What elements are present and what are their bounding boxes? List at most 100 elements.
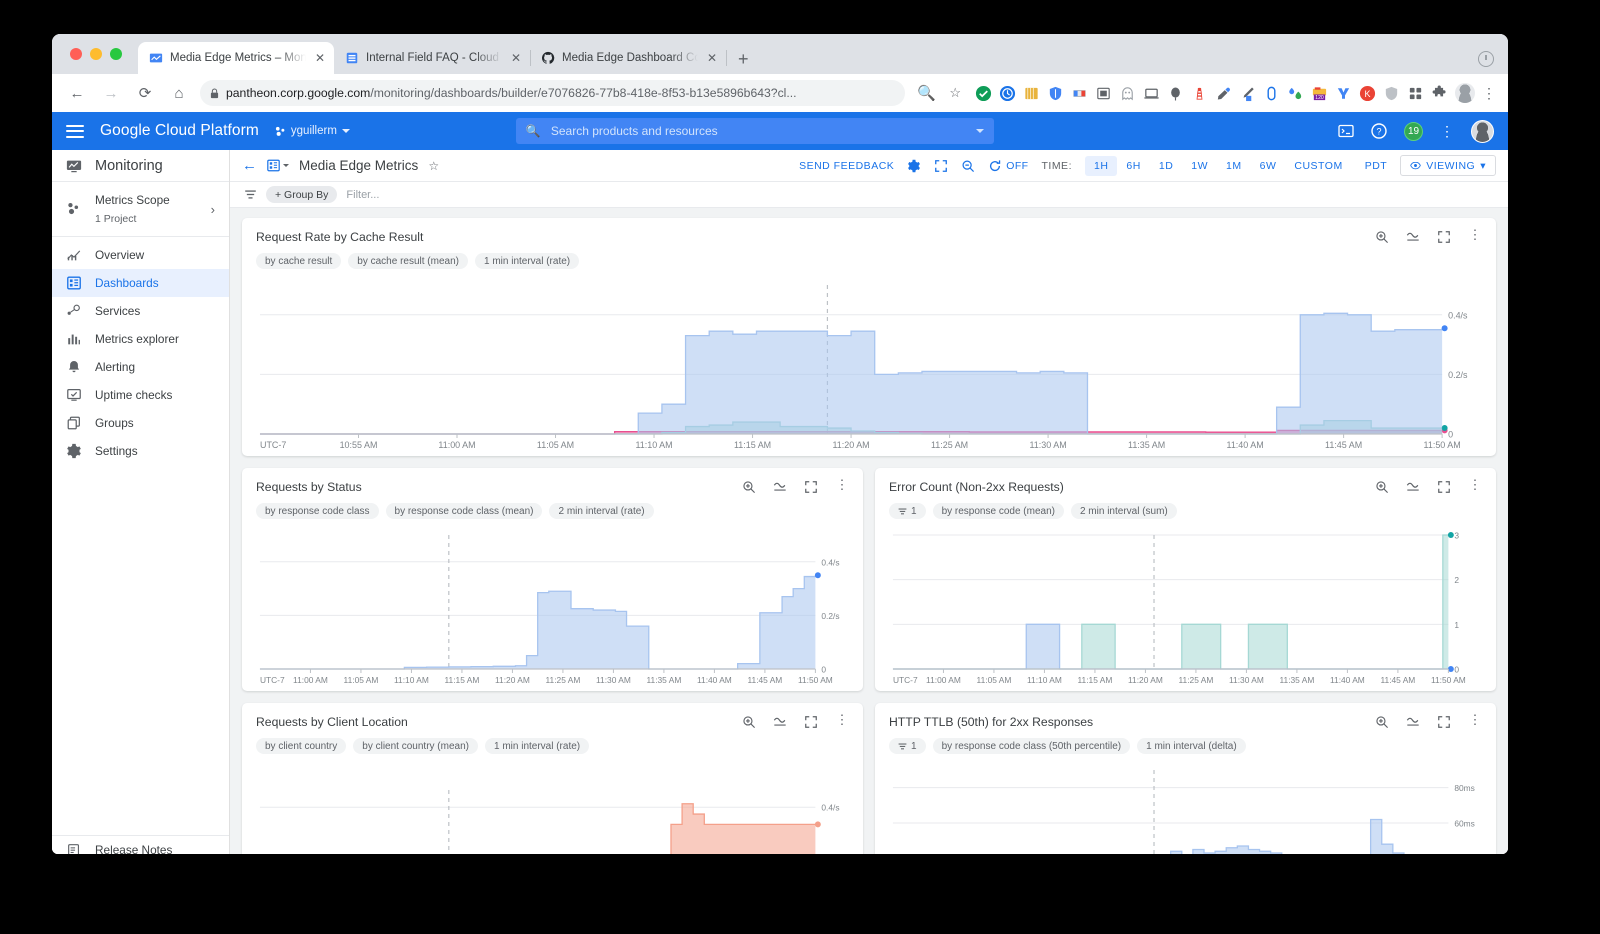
timezone-selector[interactable]: PDT	[1364, 159, 1388, 172]
chevron-right-icon[interactable]: ›	[210, 201, 215, 217]
search-input[interactable]	[550, 124, 966, 138]
close-window-button[interactable]	[70, 48, 82, 60]
favorite-star-icon[interactable]: ☆	[428, 158, 440, 173]
gcp-brand-label[interactable]: Google Cloud Platform	[100, 122, 259, 139]
zoom-in-icon[interactable]	[1375, 230, 1389, 244]
browser-tab-3[interactable]: Media Edge Dashboard Config ✕	[530, 42, 727, 74]
grid-apps-icon[interactable]	[1407, 85, 1424, 102]
maximize-window-button[interactable]	[110, 48, 122, 60]
browser-tab-2-close-icon[interactable]: ✕	[510, 51, 521, 65]
chart-chip[interactable]: 1 min interval (rate)	[484, 738, 590, 754]
chart-plot-http-ttlb[interactable]: 80ms60ms40ms	[889, 760, 1482, 854]
ghost-icon[interactable]	[1119, 85, 1136, 102]
chart-chip[interactable]: 1 min interval (delta)	[1137, 738, 1246, 754]
waveform-icon[interactable]	[1406, 230, 1420, 244]
eyedropper-icon[interactable]	[1215, 85, 1232, 102]
back-arrow-icon[interactable]: ←	[242, 157, 257, 174]
user-avatar[interactable]	[1471, 119, 1494, 143]
forward-button[interactable]: →	[103, 84, 119, 102]
paint-drops-icon[interactable]	[1287, 85, 1304, 102]
chart-plot-client-location[interactable]: 0.4/s	[256, 760, 849, 854]
cloud-shell-icon[interactable]	[1338, 123, 1354, 139]
zoom-out-icon[interactable]	[961, 159, 975, 173]
y-logo-icon[interactable]	[1335, 85, 1352, 102]
expand-icon[interactable]	[804, 480, 818, 494]
auto-refresh-toggle[interactable]: OFF	[988, 159, 1028, 173]
viewing-mode-button[interactable]: VIEWING ▾	[1400, 155, 1496, 176]
gcp-more-menu-icon[interactable]: ⋮	[1440, 123, 1454, 139]
group-by-button[interactable]: + Group By	[266, 186, 338, 203]
time-range-6w[interactable]: 6W	[1259, 159, 1277, 172]
chart-chip-filter[interactable]: 1	[889, 738, 926, 754]
puzzle-icon[interactable]	[1431, 84, 1448, 102]
hamburger-icon[interactable]	[66, 124, 84, 138]
lighthouse-icon[interactable]	[1191, 85, 1208, 102]
sidebar-item-release-notes[interactable]: Release Notes	[52, 836, 229, 854]
grey-shield-icon[interactable]	[1383, 85, 1400, 102]
filter-list-icon[interactable]	[244, 188, 257, 201]
chart-plot-error-count[interactable]: 3 2 1 0 UTC-7 11:00 AM 11:05 AM 11:10 AM 11:15 A…	[889, 525, 1482, 685]
browser-tab-1[interactable]: Media Edge Metrics – Monitoring ✕	[138, 42, 334, 74]
chart-chip[interactable]: by response code (mean)	[932, 503, 1064, 519]
waveform-icon[interactable]	[773, 715, 787, 729]
minimize-window-button[interactable]	[90, 48, 102, 60]
zoom-in-icon[interactable]	[1375, 715, 1389, 729]
sidebar-item-groups[interactable]: Groups	[52, 409, 229, 437]
expand-icon[interactable]	[804, 715, 818, 729]
clock-shield-icon[interactable]	[999, 85, 1016, 102]
time-range-1h[interactable]: 1H	[1084, 155, 1118, 176]
help-icon[interactable]: ?	[1371, 123, 1387, 139]
waveform-icon[interactable]	[1406, 480, 1420, 494]
home-button[interactable]: ⌂	[174, 84, 184, 102]
expand-icon[interactable]	[1437, 480, 1451, 494]
bookmark-star-icon[interactable]: ☆	[949, 85, 961, 100]
card-more-icon[interactable]: ⋮	[1468, 712, 1482, 727]
time-range-6h[interactable]: 6H	[1126, 159, 1141, 172]
gear-icon[interactable]	[907, 159, 921, 173]
pen-square-icon[interactable]	[1239, 85, 1256, 102]
zoom-in-icon[interactable]	[1375, 480, 1389, 494]
card-more-icon[interactable]: ⋮	[1468, 477, 1482, 492]
card-more-icon[interactable]: ⋮	[1468, 227, 1482, 242]
k-circle-icon[interactable]: K	[1359, 85, 1376, 102]
window-traffic-lights[interactable]	[70, 48, 122, 60]
shield-icon[interactable]	[1047, 85, 1064, 102]
expand-icon[interactable]	[1437, 230, 1451, 244]
reload-button[interactable]: ⟳	[138, 85, 152, 102]
browser-tab-2[interactable]: Internal Field FAQ - Cloud Med ✕	[334, 42, 531, 74]
flag-icon[interactable]	[1071, 85, 1088, 102]
metrics-scope-selector[interactable]: Metrics Scope 1 Project ›	[52, 182, 229, 237]
tab-search-icon[interactable]	[1478, 51, 1494, 67]
chart-chip[interactable]: 2 min interval (sum)	[1070, 503, 1177, 519]
expand-icon[interactable]	[1437, 715, 1451, 729]
chart-chip[interactable]: by cache result (mean)	[348, 253, 468, 269]
chart-chip[interactable]: by client country	[256, 738, 347, 754]
new-tab-button[interactable]: +	[738, 49, 749, 69]
sidebar-item-metrics-explorer[interactable]: Metrics explorer	[52, 325, 229, 353]
browser-menu-icon[interactable]: ⋮	[1482, 85, 1496, 101]
chart-chip[interactable]: by client country (mean)	[353, 738, 478, 754]
archive-box-icon[interactable]	[1095, 85, 1112, 102]
badge-120-icon[interactable]: 120	[1311, 85, 1328, 102]
global-search-bar[interactable]: 🔍	[515, 118, 994, 144]
chart-chip[interactable]: by response code class (mean)	[385, 503, 543, 519]
zoom-in-icon[interactable]	[742, 480, 756, 494]
card-more-icon[interactable]: ⋮	[835, 477, 849, 492]
sidebar-item-uptime-checks[interactable]: Uptime checks	[52, 381, 229, 409]
chart-chip[interactable]: by cache result	[256, 253, 342, 269]
time-range-1w[interactable]: 1W	[1191, 159, 1209, 172]
time-range-1m[interactable]: 1M	[1226, 159, 1242, 172]
sidebar-item-overview[interactable]: Overview	[52, 241, 229, 269]
sidebar-item-alerting[interactable]: Alerting	[52, 353, 229, 381]
zoom-in-icon[interactable]	[742, 715, 756, 729]
chart-chip[interactable]: 1 min interval (rate)	[474, 253, 580, 269]
chart-plot-requests-by-status[interactable]: 0.4/s 0.2/s 0 UTC-7 11:00 AM 11:05 AM 11:10 AM…	[256, 525, 849, 685]
card-more-icon[interactable]: ⋮	[835, 712, 849, 727]
waveform-icon[interactable]	[1406, 715, 1420, 729]
profile-avatar-icon[interactable]	[1455, 83, 1475, 103]
filter-input[interactable]: Filter...	[346, 188, 380, 201]
check-circle-icon[interactable]	[975, 85, 992, 102]
time-range-1d[interactable]: 1D	[1158, 159, 1174, 172]
send-feedback-button[interactable]: SEND FEEDBACK	[799, 159, 895, 172]
omnibox-search-icon[interactable]: 🔍	[917, 85, 936, 102]
